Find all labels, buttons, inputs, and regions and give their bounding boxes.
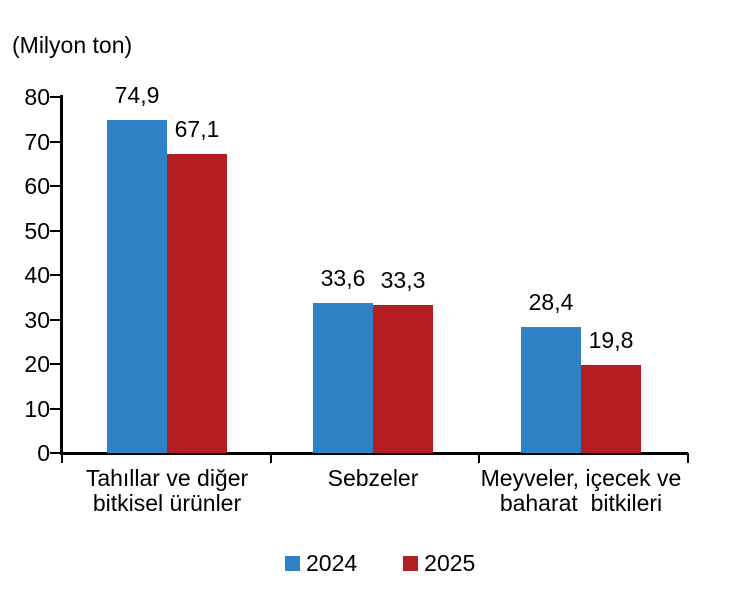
x-tick [687,453,689,463]
y-tick [50,96,60,98]
y-tick [50,318,60,321]
bar-2025 [373,304,433,453]
category-label-line: baharat bitkileri [499,490,663,516]
y-tick [50,274,60,276]
legend-item-2025: 2025 [403,550,475,576]
bar-2024 [313,303,373,453]
legend-label: 2024 [306,550,358,576]
bar-2024 [521,326,581,453]
y-tick-label: 50 [24,217,50,244]
category-label: Sebzeler [243,466,503,491]
y-tick-label: 20 [24,351,50,377]
legend-label: 2025 [424,550,476,576]
category-label-line: Meyveler, içecek ve [480,465,682,491]
category-label-line: Sebzeler [327,465,419,491]
y-tick-label: 10 [24,395,50,422]
legend-swatch-icon [285,555,300,571]
y-axis-line [60,95,63,455]
y-tick [50,140,60,143]
category-label-line: Tahıllar ve diğer [85,465,249,491]
bar-value-label: 33,3 [380,266,426,293]
y-tick-label: 0 [37,440,50,466]
bar-value-label: 67,1 [174,116,220,143]
y-tick-label: 40 [24,262,50,288]
legend: 2024 2025 [285,550,475,576]
x-tick [269,453,272,463]
bar-value-label: 74,9 [114,81,160,108]
bar-value-label: 19,8 [588,326,634,353]
unit-label: (Milyon ton) [12,32,133,58]
bar-value-label: 28,4 [528,288,574,315]
y-tick-label: 30 [24,306,50,333]
category-label: Tahıllar ve diğer bitkisel ürünler [37,466,297,516]
y-tick [50,452,60,454]
x-axis-line [60,452,688,455]
y-tick [50,407,60,410]
y-tick-label: 70 [24,128,50,155]
bar-2025 [167,154,227,453]
legend-swatch-icon [403,555,419,571]
x-tick [61,453,63,463]
legend-item-2024: 2024 [285,550,357,576]
bar-2024 [107,119,167,453]
y-tick [50,185,60,187]
y-tick [50,229,60,232]
bar-value-label: 33,6 [320,265,366,292]
category-label-line: bitkisel ürünler [92,490,242,516]
category-label: Meyveler, içecek ve baharat bitkileri [451,466,711,516]
bar-2025 [581,364,641,453]
y-tick [50,363,60,365]
x-tick [478,453,481,463]
y-tick-label: 80 [24,84,50,110]
y-tick-label: 60 [24,173,50,199]
